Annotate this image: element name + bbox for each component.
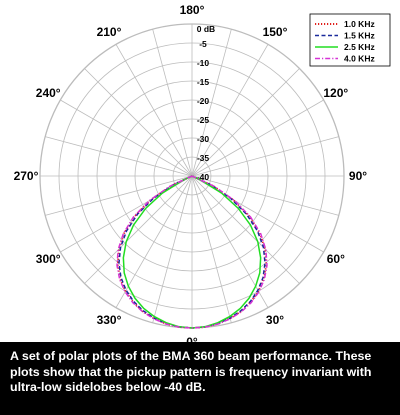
- angle-label: 180°: [180, 3, 205, 17]
- radial-db-labels: 0 dB -5 -10 -15 -20 -25 -30 -35 -40: [197, 24, 215, 182]
- grid-spoke: [152, 175, 193, 323]
- grid-spoke: [191, 44, 269, 177]
- angle-label: 0°: [186, 335, 198, 342]
- angle-label: 90°: [349, 169, 367, 183]
- grid-spoke: [191, 175, 300, 284]
- angle-labels: 180° 150° 120° 90° 60° 30° 0° 330° 300° 270° 240° 2…: [14, 3, 368, 342]
- db-label: -20: [197, 96, 210, 106]
- db-label: -30: [197, 134, 210, 144]
- angle-label: 240°: [36, 86, 61, 100]
- angle-label: 150°: [263, 25, 288, 39]
- grid-spoke: [84, 175, 193, 284]
- grid-spoke: [84, 68, 193, 177]
- db-label: -15: [197, 77, 210, 87]
- angle-label: 30°: [266, 313, 284, 327]
- polar-chart: 180° 150° 120° 90° 60° 30° 0° 330° 300° 270° 240° 2…: [14, 3, 391, 342]
- grid-spoke: [115, 175, 193, 308]
- angle-label: 210°: [97, 25, 122, 39]
- grid-spoke: [45, 175, 193, 216]
- series-curves: [116, 175, 268, 329]
- angle-label: 270°: [14, 169, 39, 183]
- db-label: -25: [197, 115, 210, 125]
- angle-label: 120°: [323, 86, 348, 100]
- grid-spoke: [191, 68, 300, 177]
- caption-text: A set of polar plots of the BMA 360 beam…: [10, 349, 372, 394]
- caption-box: A set of polar plots of the BMA 360 beam…: [0, 342, 400, 415]
- legend-label: 1.0 KHz: [344, 19, 375, 29]
- db-label: -40: [197, 172, 210, 182]
- grid-spoke: [191, 175, 232, 323]
- legend-label: 2.5 KHz: [344, 42, 375, 52]
- legend-label: 1.5 KHz: [344, 31, 375, 41]
- legend-box: [309, 13, 391, 67]
- grid-spoke: [191, 136, 339, 177]
- grid-spoke: [45, 136, 193, 177]
- grid-spoke: [191, 29, 232, 177]
- grid-spoke: [191, 99, 324, 177]
- grid-spoke: [152, 29, 193, 177]
- grid-spoke: [60, 99, 193, 177]
- series-curve-4: [116, 175, 268, 329]
- angle-label: 330°: [97, 313, 122, 327]
- grid-spoke: [191, 175, 339, 216]
- grid-spoke: [191, 175, 269, 308]
- legend-label: 4.0 KHz: [344, 54, 375, 64]
- db-label: -5: [199, 39, 207, 49]
- grid-spoke: [115, 44, 193, 177]
- angle-label: 60°: [327, 252, 345, 266]
- angle-label: 300°: [36, 252, 61, 266]
- db-label: -10: [197, 58, 210, 68]
- db-label: 0 dB: [197, 24, 215, 34]
- db-label: -35: [197, 153, 210, 163]
